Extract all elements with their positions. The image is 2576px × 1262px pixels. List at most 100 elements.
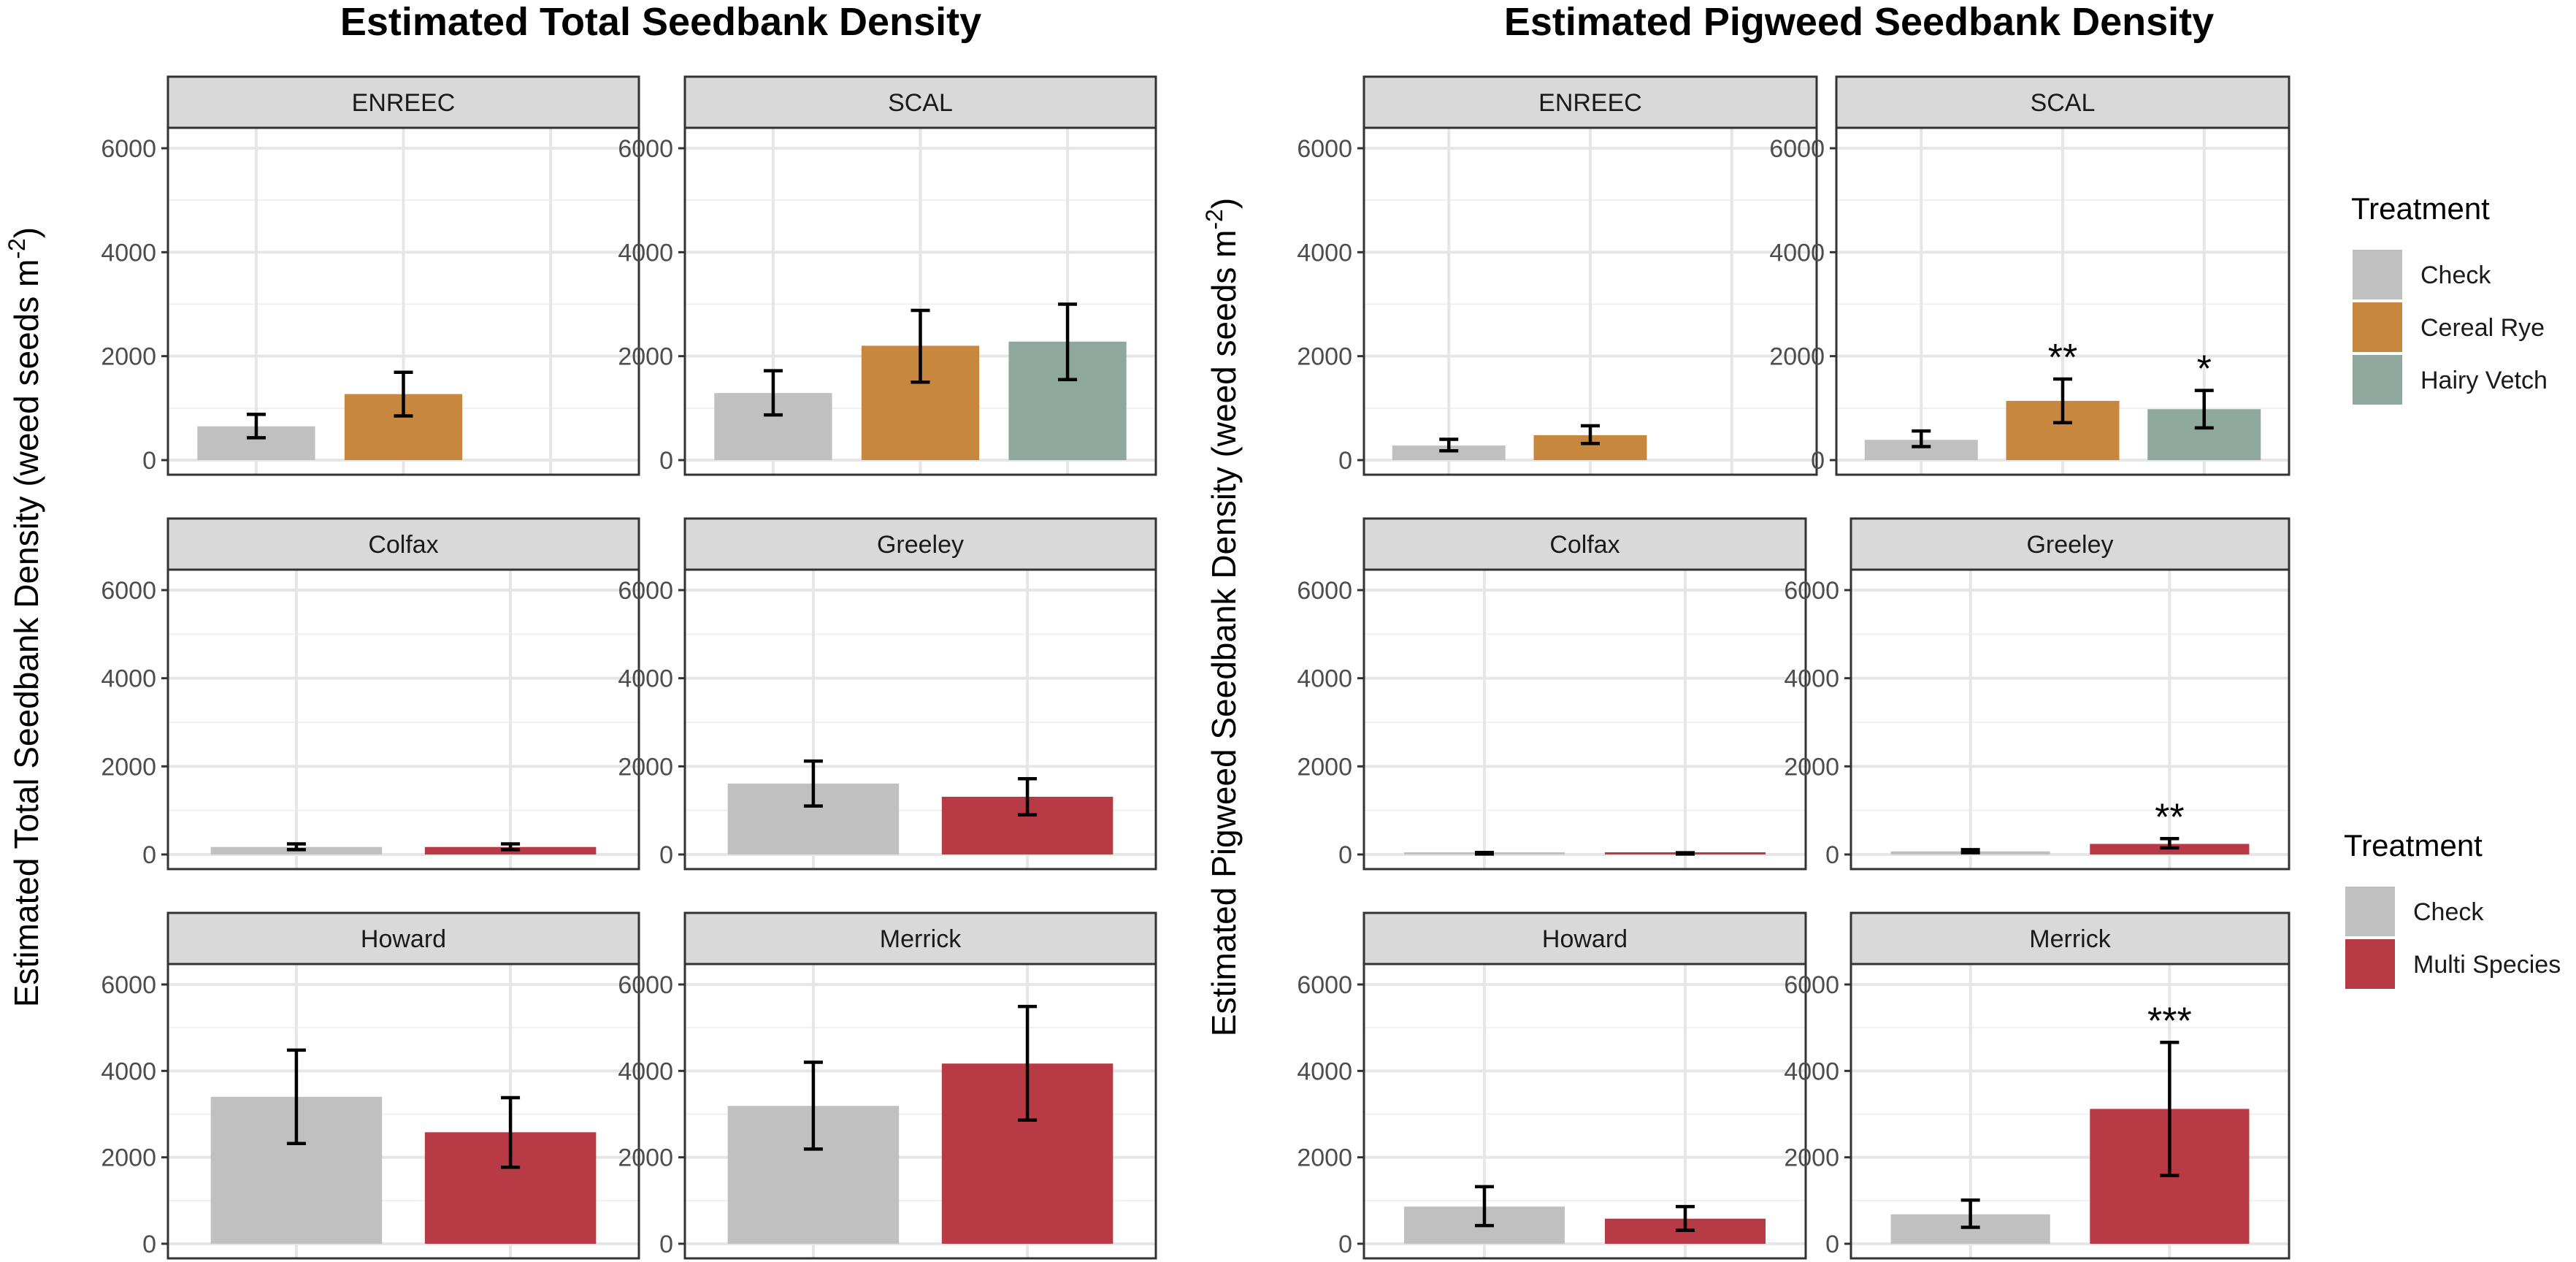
error-bar	[1676, 851, 1695, 856]
y-tick-label: 2000	[1297, 1144, 1352, 1172]
legend-cover-crop: Treatment Check Cereal Rye Hairy Vetch	[2351, 191, 2548, 405]
panel-border	[683, 126, 1157, 476]
panel-border	[1362, 126, 1818, 476]
facet-strip-label: Colfax	[368, 531, 438, 559]
error-bar	[2160, 1041, 2180, 1177]
facet-strip	[1849, 517, 2291, 571]
y-tick-label: 4000	[618, 665, 673, 693]
error-bar	[394, 370, 413, 418]
y-tick-label: 4000	[1297, 1058, 1352, 1085]
facet-panel-howard: Howard 0 2000 4000 6000	[101, 911, 640, 1260]
y-tick-label: 0	[142, 841, 156, 869]
panel-border	[166, 568, 640, 871]
y-tick-label: 4000	[101, 239, 156, 267]
facet-strip-label: Howard	[361, 925, 446, 953]
y-tick-label: 6000	[1784, 971, 1839, 999]
plot-total: Estimated Total Seedbank Density Estimate…	[4, 0, 1157, 1260]
error-bar	[501, 1095, 521, 1169]
error-bar	[1439, 437, 1459, 453]
error-bar	[286, 1048, 306, 1145]
plot-title: Estimated Total Seedbank Density	[340, 0, 981, 44]
facet-panel-colfax: Colfax 0 2000 4000 6000	[101, 517, 640, 871]
facet-panel-greeley: Greeley 0 2000 4000 6000	[618, 517, 1157, 871]
facet-panel-enreec: ENREEC 0 2000 4000 6000	[1297, 75, 1818, 476]
facet-strip-label: Greeley	[877, 531, 964, 559]
y-tick-label: 6000	[101, 971, 156, 999]
facet-strip	[1835, 75, 2291, 129]
y-tick-label: 0	[659, 841, 673, 869]
facet-panel-greeley: Greeley ** 0 2000 4000 6000	[1784, 517, 2291, 871]
error-bar	[2194, 389, 2214, 430]
legend-label: Cereal Rye	[2420, 314, 2545, 342]
facet-strip-label: Merrick	[880, 925, 962, 953]
error-bar	[2160, 837, 2180, 850]
facet-panel-colfax: Colfax 0 2000 4000 6000	[1297, 517, 1807, 871]
y-tick-label: 2000	[618, 343, 673, 371]
error-bar	[1018, 1004, 1038, 1123]
error-bar	[803, 1060, 823, 1151]
legend-title: Treatment	[2344, 828, 2483, 863]
y-tick-label: 0	[142, 447, 156, 475]
y-tick-label: 2000	[1769, 343, 1825, 371]
y-tick-label: 6000	[1297, 135, 1352, 163]
error-bar	[1960, 848, 1980, 854]
facet-strip-label: ENREEC	[352, 89, 456, 117]
legend-label: Multi Species	[2413, 951, 2561, 979]
error-bar	[1058, 302, 1078, 381]
facet-panel-merrick: Merrick *** 0 2000 4000 6000	[1784, 911, 2291, 1260]
facet-panel-scal: SCAL 0 2000 4000 6000	[618, 75, 1157, 476]
y-tick-label: 0	[1338, 1231, 1352, 1258]
y-tick-label: 2000	[1297, 343, 1352, 371]
y-tick-label: 2000	[618, 1144, 673, 1172]
y-tick-label: 4000	[1784, 1058, 1839, 1085]
bar-check	[1392, 445, 1506, 460]
facet-strip-label: Colfax	[1549, 531, 1619, 559]
panel-background	[168, 570, 639, 869]
facet-strip-label: SCAL	[888, 89, 953, 117]
y-tick-label: 6000	[618, 577, 673, 605]
y-tick-label: 4000	[101, 1058, 156, 1085]
facet-panel-merrick: Merrick 0 2000 4000 6000	[618, 911, 1157, 1260]
y-tick-label: 0	[1338, 841, 1352, 869]
legend-label: Hairy Vetch	[2420, 367, 2548, 394]
y-tick-label: 4000	[1784, 665, 1839, 693]
legend-key-hairy-vetch	[2353, 355, 2402, 405]
legend-label: Check	[2413, 898, 2484, 926]
error-bar	[763, 369, 783, 417]
facet-strip	[683, 517, 1157, 571]
facet-strip-label: ENREEC	[1538, 89, 1642, 117]
facet-strip	[166, 517, 640, 571]
error-bar	[1475, 851, 1494, 856]
y-tick-label: 0	[1811, 447, 1825, 475]
legend-multi-species: Treatment Check Multi Species	[2344, 828, 2561, 989]
panel-border	[1835, 126, 2291, 476]
facet-strip-label: Merrick	[2029, 925, 2111, 953]
y-tick-label: 2000	[101, 1144, 156, 1172]
error-bar	[803, 759, 823, 808]
y-tick-label: 6000	[101, 135, 156, 163]
y-tick-label: 0	[142, 1231, 156, 1258]
legend-key-cereal-rye	[2353, 302, 2402, 352]
y-tick-label: 6000	[1784, 577, 1839, 605]
y-tick-label: 2000	[1784, 1144, 1839, 1172]
y-tick-label: 0	[1825, 1231, 1839, 1258]
panel-background	[1851, 570, 2289, 869]
error-bar	[1676, 1204, 1695, 1232]
legend-key-check	[2353, 250, 2402, 299]
facet-strip-label: Greeley	[2026, 531, 2113, 559]
y-tick-label: 6000	[618, 135, 673, 163]
significance-label: *	[2197, 348, 2212, 391]
panel-border	[166, 126, 640, 476]
significance-label: **	[2048, 337, 2077, 379]
y-tick-label: 6000	[1297, 971, 1352, 999]
y-tick-label: 4000	[1769, 239, 1825, 267]
error-bar	[2053, 377, 2072, 425]
y-tick-label: 4000	[618, 1058, 673, 1085]
facet-strip-label: SCAL	[2031, 89, 2096, 117]
y-axis-title: Estimated Total Seedbank Density (weed s…	[4, 227, 45, 1007]
y-tick-label: 0	[1825, 841, 1839, 869]
panel-border	[683, 568, 1157, 871]
error-bar	[1475, 1185, 1494, 1228]
